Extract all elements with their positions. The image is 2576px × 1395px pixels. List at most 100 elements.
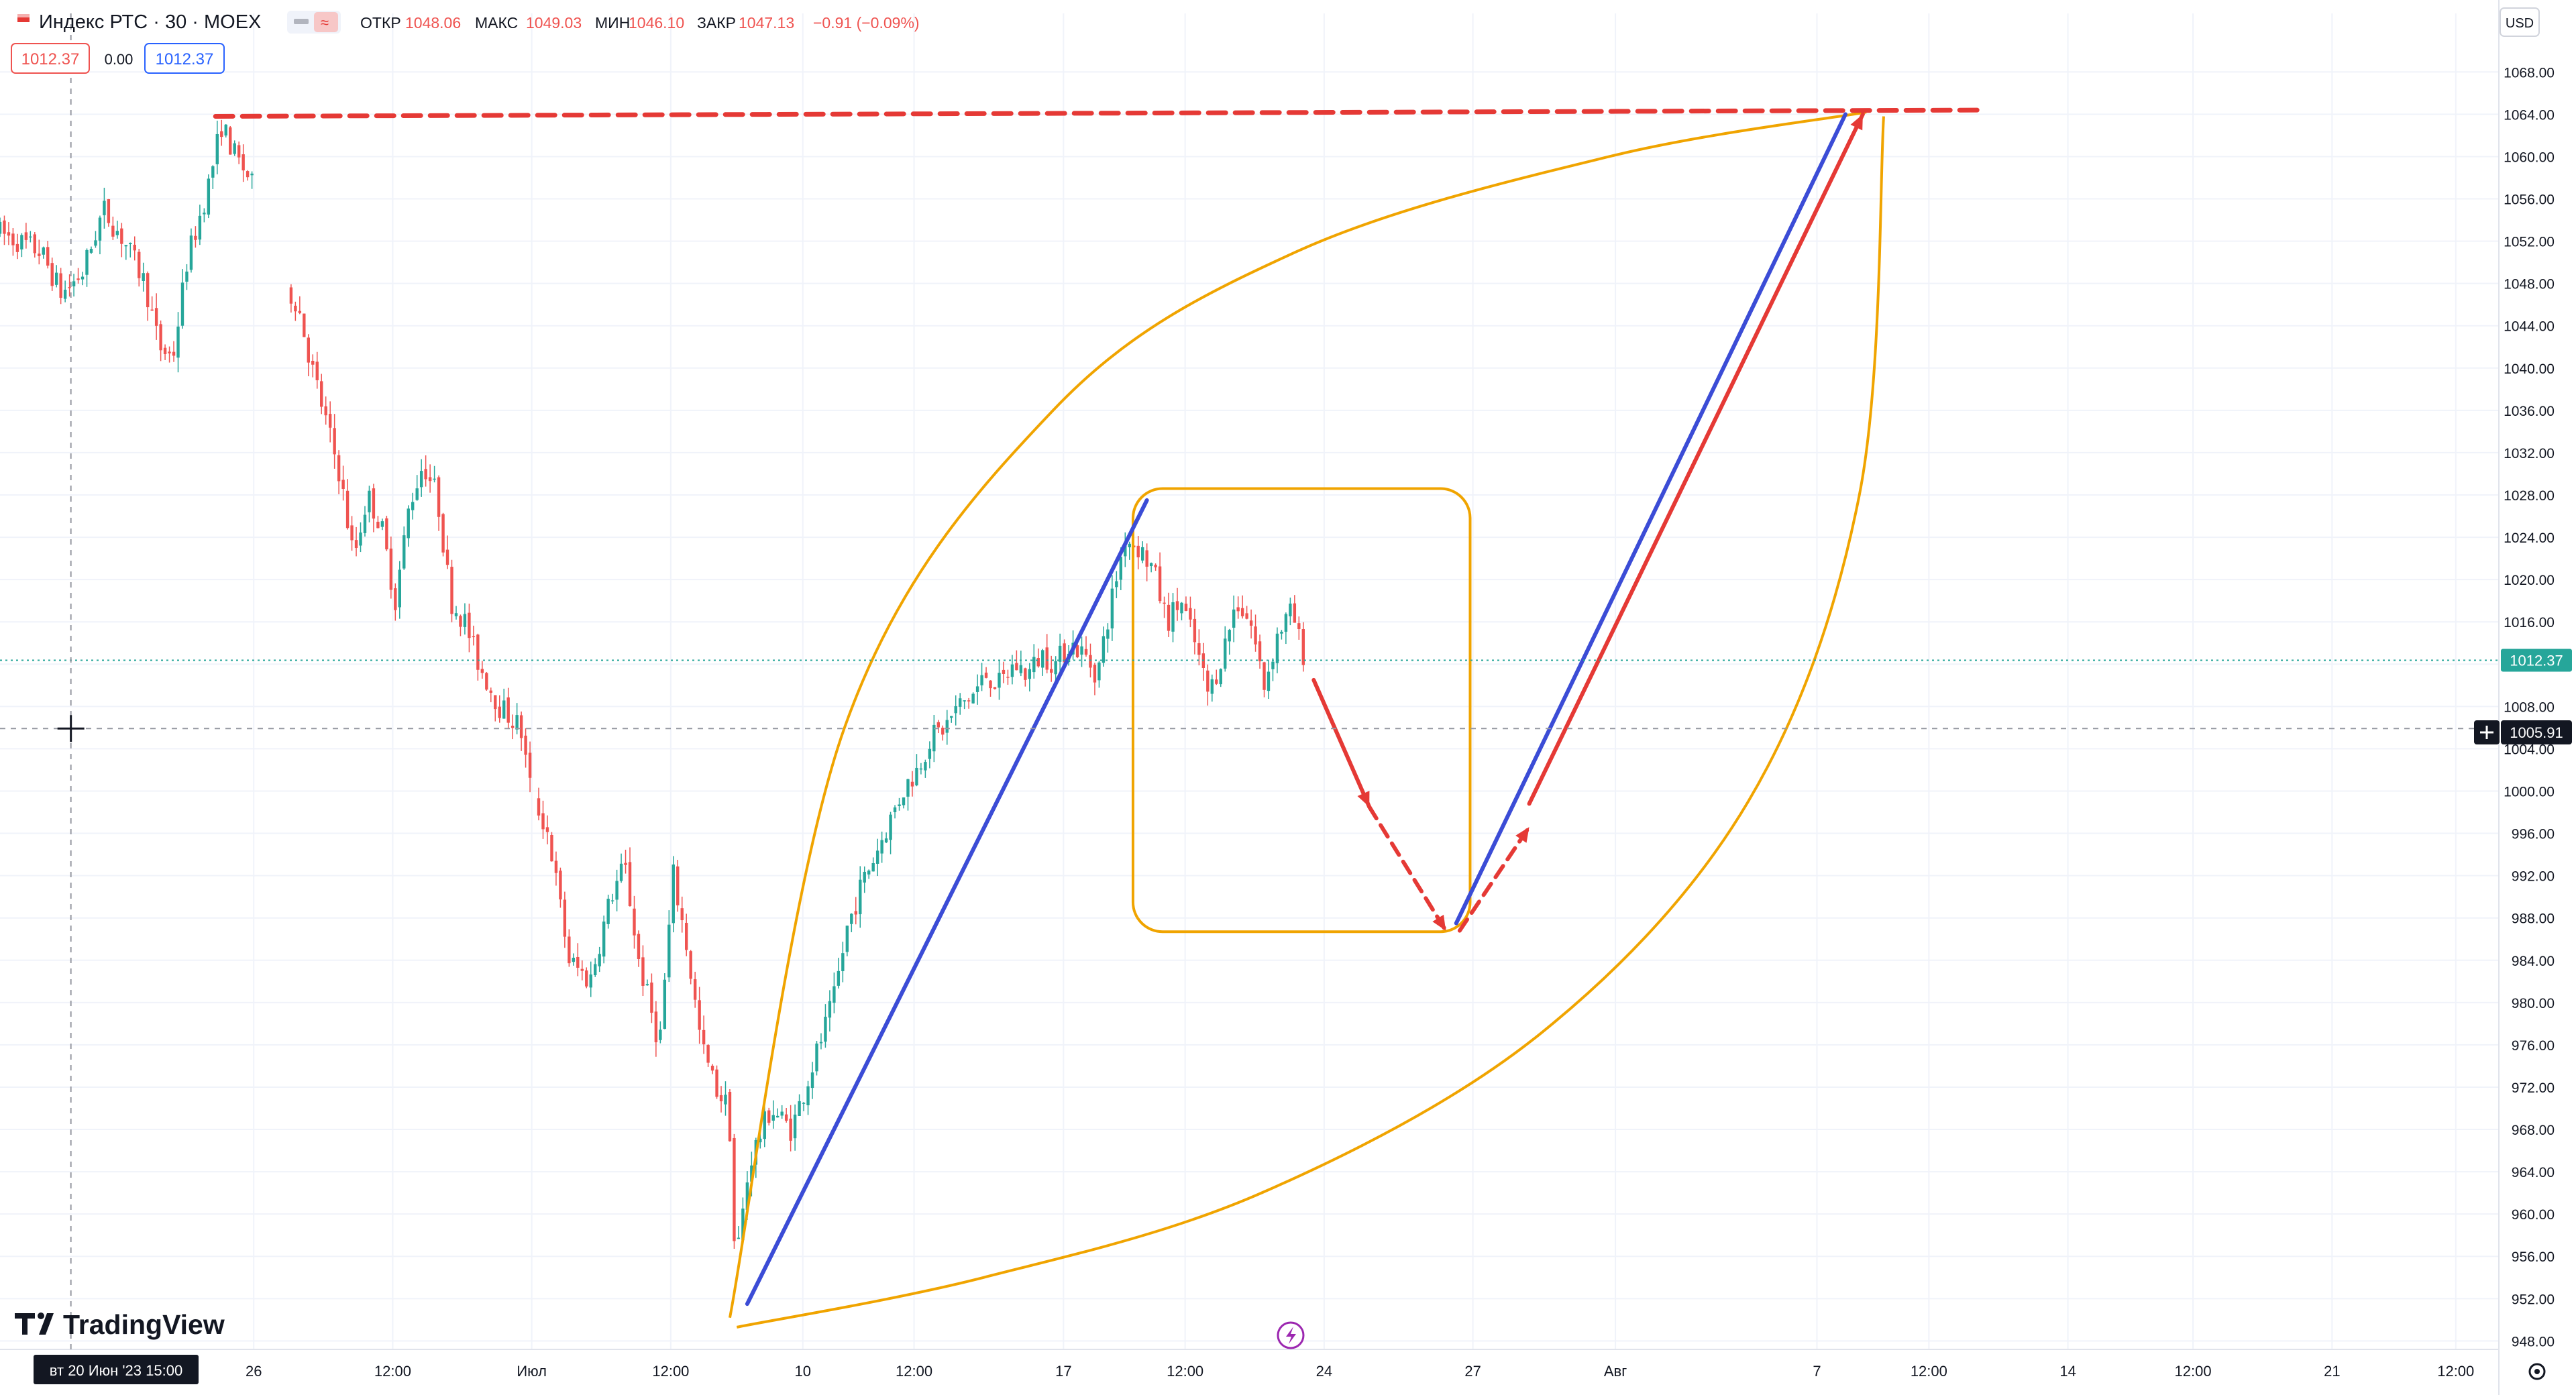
- currency-label[interactable]: USD: [2506, 16, 2534, 31]
- overlays: [0, 13, 2499, 1349]
- x-tick-label: Авг: [1604, 1363, 1627, 1380]
- candle-body: [667, 924, 671, 978]
- candle-body: [0, 221, 2, 234]
- candle-body: [368, 490, 371, 512]
- ohlc-change: −0.91 (−0.09%): [813, 14, 920, 32]
- candle-body: [94, 240, 97, 246]
- candle-body: [580, 968, 584, 971]
- blue-trend-line-2[interactable]: [1454, 112, 1848, 926]
- candle-body: [915, 767, 918, 785]
- candle-body: [1175, 601, 1179, 610]
- candle-body: [198, 215, 202, 240]
- y-tick-label: 1044.00: [2504, 319, 2555, 335]
- candle-body: [893, 807, 897, 813]
- y-tick-label: 1064.00: [2504, 107, 2555, 123]
- spread-value: 0.00: [105, 51, 133, 68]
- y-tick-label: 968.00: [2512, 1123, 2555, 1138]
- candle-body: [24, 232, 28, 240]
- red-dashed-resistance-line[interactable]: [213, 107, 1987, 119]
- sell-button[interactable]: [11, 43, 90, 74]
- orange-curve-lower[interactable]: [736, 116, 1885, 1329]
- y-tick-label: 1020.00: [2504, 573, 2555, 588]
- candle-body: [376, 521, 380, 528]
- candle-body: [1219, 669, 1222, 685]
- candle-body: [494, 695, 497, 710]
- candle-body: [698, 1000, 701, 1030]
- red-arrow-down-solid[interactable]: [1311, 677, 1372, 810]
- candle-body: [1271, 661, 1275, 669]
- candle-body: [550, 834, 553, 862]
- tradingview-logo[interactable]: TradingView: [15, 1309, 225, 1340]
- candle-body: [298, 311, 302, 313]
- x-tick-label: 12:00: [652, 1363, 689, 1380]
- candle-body: [958, 698, 962, 707]
- candle-body: [685, 922, 688, 950]
- symbol-title[interactable]: Индекс РТС · 30 · MOEX: [39, 11, 261, 33]
- currency-selector[interactable]: USD: [2500, 7, 2540, 37]
- candle-body: [1293, 603, 1297, 623]
- candle-body: [993, 687, 997, 689]
- arrowhead-icon: [1432, 914, 1446, 931]
- candle-body: [568, 936, 571, 964]
- blue-trend-line-1[interactable]: [745, 498, 1149, 1306]
- candle-body: [515, 715, 519, 730]
- candle-body: [428, 477, 432, 482]
- y-tick-label: 1032.00: [2504, 446, 2555, 461]
- candle-body: [159, 324, 162, 351]
- candle-body: [311, 360, 315, 365]
- candle-body: [619, 863, 623, 881]
- logo-text: TradingView: [63, 1309, 225, 1340]
- candle-body: [1275, 633, 1279, 663]
- candle-body: [1289, 603, 1292, 616]
- candle-body: [419, 471, 423, 488]
- red-arrow-up-dashed[interactable]: [1457, 825, 1532, 933]
- candle-body: [1019, 665, 1023, 673]
- y-tick-label: 1060.00: [2504, 150, 2555, 165]
- candle-body: [733, 1137, 736, 1241]
- candle-body: [441, 514, 445, 553]
- candle-body: [328, 414, 332, 428]
- candle-body: [989, 680, 992, 689]
- red-arrow-down-dashed[interactable]: [1367, 805, 1448, 933]
- candle-body: [111, 225, 115, 237]
- trade-buttons[interactable]: 1012.37 0.00 1012.37: [11, 43, 225, 74]
- candle-body: [941, 728, 945, 735]
- candle-body: [810, 1072, 814, 1089]
- candle-body: [1115, 581, 1118, 588]
- candle-body: [1145, 550, 1148, 567]
- candle-body: [706, 1045, 710, 1063]
- x-tick-label: 12:00: [896, 1363, 932, 1380]
- candle-body: [594, 964, 597, 976]
- candle-body: [1184, 604, 1188, 611]
- candle-body: [1049, 669, 1053, 673]
- y-tick-label: 952.00: [2512, 1292, 2555, 1307]
- eye-icon[interactable]: [294, 19, 309, 24]
- last-price-text: 1012.37: [2510, 652, 2563, 669]
- candle-body: [341, 480, 345, 489]
- candle-body: [967, 700, 971, 702]
- compare-icon[interactable]: [314, 12, 338, 32]
- buy-price[interactable]: 1012.37: [156, 50, 214, 68]
- candle-body: [50, 263, 54, 286]
- candle-body: [1045, 647, 1049, 670]
- buy-button[interactable]: [144, 43, 225, 74]
- candle-body: [194, 235, 197, 240]
- candle-body: [506, 697, 510, 723]
- orange-rounded-box[interactable]: [1131, 487, 1472, 934]
- candle-body: [146, 273, 150, 308]
- orange-curve-upper[interactable]: [729, 111, 1867, 1319]
- sell-price[interactable]: 1012.37: [21, 50, 80, 68]
- red-arrow-up-solid[interactable]: [1527, 112, 1865, 806]
- candle-body: [1197, 643, 1201, 655]
- candle-body: [828, 1001, 832, 1018]
- candle-body: [129, 243, 132, 244]
- lightning-icon[interactable]: [1277, 1321, 1305, 1349]
- candle-body: [932, 724, 936, 752]
- candle-body: [710, 1066, 714, 1071]
- candle-body: [789, 1118, 792, 1141]
- ohlc-low-value: 1046.10: [629, 14, 684, 32]
- gear-icon[interactable]: [2528, 1363, 2546, 1380]
- candle-body: [354, 540, 358, 549]
